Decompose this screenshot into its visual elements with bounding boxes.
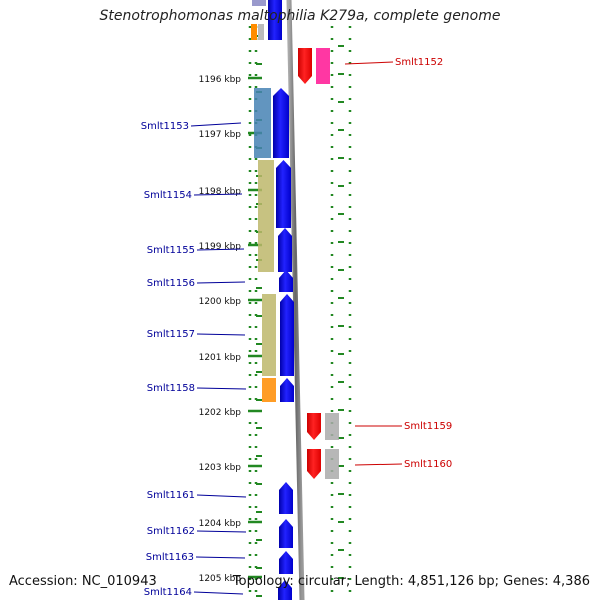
forward-gene-arrow [276, 160, 291, 228]
forward-gene-arrow [279, 551, 293, 574]
forward-gene-arrow [280, 378, 294, 402]
gene-label-line [344, 61, 394, 65]
gene-label: Smlt1162 [147, 526, 195, 537]
ruler-label: 1198 kbp [199, 187, 242, 197]
gene-label-line [190, 122, 242, 127]
cog-block [262, 294, 276, 376]
gene-label: Smlt1159 [404, 421, 452, 432]
gene-smlt1156: Smlt1156 [147, 270, 293, 292]
gene-label-line [196, 530, 247, 533]
gene-smlt1152: Smlt1152 [298, 48, 443, 84]
gene-label: Smlt1157 [147, 329, 195, 340]
ruler-label: 1202 kbp [199, 408, 242, 418]
ruler-label: 1197 kbp [199, 130, 242, 140]
gene-label-line [196, 248, 245, 251]
genome-summary: Topology: circular; Length: 4,851,126 bp… [232, 574, 590, 589]
backbone-line [286, 0, 305, 601]
cog-block [325, 449, 339, 479]
cog-block [251, 24, 257, 40]
cog-block [258, 160, 274, 272]
accession-label: Accession: NC_010943 [9, 574, 157, 589]
ruler-label: 1200 kbp [199, 297, 242, 307]
gene-smlt1155: Smlt1155 [147, 228, 292, 272]
forward-gene-arrow [278, 580, 292, 600]
reverse-gene-arrow [298, 48, 312, 84]
gene-label-line [193, 193, 243, 196]
cog-block [252, 0, 266, 6]
ruler-label: 1201 kbp [199, 353, 242, 363]
gene-label-line [193, 591, 244, 595]
reverse-gene-arrow [307, 449, 321, 479]
gene-smlt1154: Smlt1154 [144, 160, 291, 272]
gene-smlt1161: Smlt1161 [147, 482, 293, 514]
forward-gene-arrow [279, 270, 293, 292]
gene-smlt1162: Smlt1162 [147, 519, 293, 548]
gene-label: Smlt1153 [141, 121, 189, 132]
forward-gene-arrow [278, 228, 292, 272]
gene-label: Smlt1155 [147, 245, 195, 256]
gene-smlt1160: Smlt1160 [307, 449, 452, 479]
cog-block [316, 48, 330, 84]
forward-gene-arrow [273, 88, 289, 158]
gene-smlt1153: Smlt1153 [141, 88, 289, 158]
gene-label: Smlt1163 [146, 552, 194, 563]
gene-smlt1159: Smlt1159 [307, 413, 452, 440]
gene-label-line [354, 463, 403, 466]
gene-label-line [195, 556, 246, 559]
ruler-label: 1204 kbp [199, 519, 242, 529]
gene-label: Smlt1156 [147, 278, 195, 289]
gene-label: Smlt1158 [147, 383, 195, 394]
forward-gene-arrow [280, 294, 294, 376]
forward-gene-arrow [268, 0, 282, 40]
gene-label: Smlt1164 [144, 587, 192, 598]
cog-block [325, 413, 339, 440]
gene-smlt1163: Smlt1163 [146, 551, 293, 574]
gene-label: Smlt1160 [404, 459, 452, 470]
map-title: Stenotrophomonas maltophilia K279a, comp… [99, 8, 501, 24]
gene-smlt1164: Smlt1164 [144, 580, 292, 600]
cog-block [258, 24, 264, 40]
reverse-gene-arrow [307, 413, 321, 440]
gene-label-line [196, 281, 246, 284]
gene-label: Smlt1154 [144, 190, 192, 201]
gene-label-line [196, 494, 247, 498]
gene-label-line [196, 387, 247, 390]
forward-gene-arrow [279, 519, 293, 548]
gene-label: Smlt1152 [395, 57, 443, 68]
ruler-label: 1205 kbp [199, 574, 242, 584]
ruler-label: 1199 kbp [199, 242, 242, 252]
forward-gene-arrow [279, 482, 293, 514]
gene-label: Smlt1161 [147, 490, 195, 501]
cog-block [254, 88, 271, 158]
gene-smlt1158: Smlt1158 [147, 378, 294, 402]
cog-block [262, 378, 276, 402]
ruler-label: 1203 kbp [199, 463, 242, 473]
ruler-label: 1196 kbp [199, 75, 242, 85]
gene-label-line [196, 333, 246, 336]
gene-smlt1157: Smlt1157 [147, 294, 294, 376]
